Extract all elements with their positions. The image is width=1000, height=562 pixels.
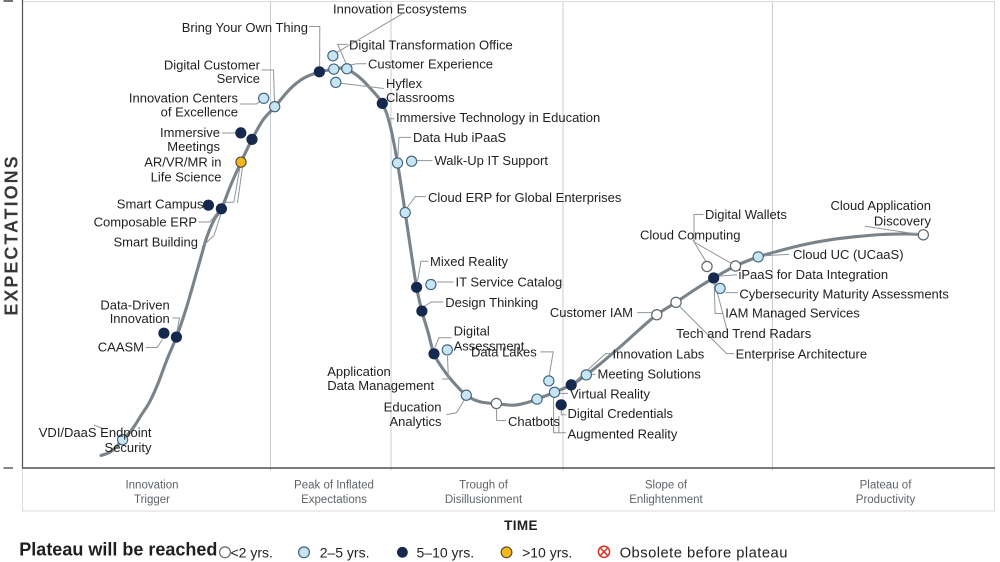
svg-text:Digital Credentials: Digital Credentials <box>568 406 674 421</box>
svg-text:AR/VR/MR in: AR/VR/MR in <box>144 155 221 170</box>
svg-text:>10 yrs.: >10 yrs. <box>522 545 572 561</box>
svg-text:Composable ERP: Composable ERP <box>94 215 197 230</box>
svg-text:Enterprise Architecture: Enterprise Architecture <box>736 347 868 362</box>
svg-text:Obsolete before plateau: Obsolete before plateau <box>620 546 788 562</box>
svg-text:Walk-Up IT Support: Walk-Up IT Support <box>435 153 549 168</box>
svg-text:Education: Education <box>384 400 442 415</box>
svg-text:Customer Experience: Customer Experience <box>368 57 493 72</box>
svg-text:of Excellence: of Excellence <box>161 104 238 119</box>
svg-text:Data-Driven: Data-Driven <box>100 298 169 313</box>
svg-text:Innovation Labs: Innovation Labs <box>613 347 705 362</box>
svg-text:Trigger: Trigger <box>134 494 170 506</box>
svg-text:Innovation: Innovation <box>110 311 170 326</box>
svg-text:Chatbots: Chatbots <box>508 414 561 429</box>
svg-text:IT Service Catalog: IT Service Catalog <box>456 275 563 290</box>
svg-text:Meeting Solutions: Meeting Solutions <box>598 367 702 382</box>
svg-text:Digital: Digital <box>454 324 490 339</box>
svg-text:5–10 yrs.: 5–10 yrs. <box>417 545 475 561</box>
svg-text:Smart Building: Smart Building <box>113 235 198 250</box>
svg-text:Data Lakes: Data Lakes <box>471 345 537 360</box>
svg-text:Design Thinking: Design Thinking <box>445 295 538 310</box>
svg-text:Cloud Application: Cloud Application <box>831 198 931 213</box>
svg-text:iPaaS for Data Integration: iPaaS for Data Integration <box>739 267 889 282</box>
svg-text:Cloud ERP for Global Enterpris: Cloud ERP for Global Enterprises <box>428 190 622 205</box>
svg-text:Service: Service <box>217 71 260 86</box>
svg-text:Expectations: Expectations <box>301 494 367 506</box>
svg-text:Bring Your Own Thing: Bring Your Own Thing <box>182 20 308 35</box>
svg-text:Plateau of: Plateau of <box>860 479 913 491</box>
svg-text:CAASM: CAASM <box>98 340 144 355</box>
svg-text:Data Hub iPaaS: Data Hub iPaaS <box>413 130 507 145</box>
svg-text:Augmented Reality: Augmented Reality <box>568 427 678 442</box>
svg-text:Innovation Ecosystems: Innovation Ecosystems <box>333 2 467 17</box>
svg-text:Security: Security <box>105 440 152 455</box>
svg-text:Plateau will be reached: Plateau will be reached <box>19 539 217 559</box>
svg-text:Enlightenment: Enlightenment <box>629 494 703 506</box>
svg-text:Immersive Technology in Educat: Immersive Technology in Education <box>396 110 600 125</box>
svg-text:Customer IAM: Customer IAM <box>550 305 633 320</box>
svg-text:Digital Customer: Digital Customer <box>164 58 261 73</box>
svg-text:Analytics: Analytics <box>389 414 442 429</box>
svg-text:Peak of Inflated: Peak of Inflated <box>294 479 374 491</box>
svg-text:Discovery: Discovery <box>874 214 932 229</box>
svg-text:Cloud UC (UCaaS): Cloud UC (UCaaS) <box>793 247 904 262</box>
svg-text:Assessment: Assessment <box>454 338 525 353</box>
svg-text:Immersive: Immersive <box>160 125 220 140</box>
svg-text:Data Management: Data Management <box>327 378 434 393</box>
svg-text:Disillusionment: Disillusionment <box>445 494 523 506</box>
svg-text:Cloud Computing: Cloud Computing <box>640 228 740 243</box>
svg-text:Slope of: Slope of <box>645 479 688 491</box>
svg-text:Innovation: Innovation <box>125 479 178 491</box>
svg-text:VDI/DaaS Endpoint: VDI/DaaS Endpoint <box>39 425 152 440</box>
svg-text:Productivity: Productivity <box>856 494 916 506</box>
svg-text:Meetings: Meetings <box>167 139 220 154</box>
svg-text:Life Science: Life Science <box>151 169 222 184</box>
svg-text:Mixed Reality: Mixed Reality <box>430 254 509 269</box>
svg-text:IAM Managed Services: IAM Managed Services <box>725 306 860 321</box>
svg-text:Innovation Centers: Innovation Centers <box>129 91 239 106</box>
svg-text:<2 yrs.: <2 yrs. <box>231 545 273 561</box>
svg-text:Cybersecurity Maturity Assessm: Cybersecurity Maturity Assessments <box>739 287 949 302</box>
svg-text:2–5 yrs.: 2–5 yrs. <box>320 545 370 561</box>
svg-text:Trough of: Trough of <box>459 479 509 491</box>
svg-text:Digital Wallets: Digital Wallets <box>705 207 787 222</box>
svg-text:TIME: TIME <box>504 518 538 533</box>
svg-text:Smart Campus: Smart Campus <box>117 197 204 212</box>
svg-text:Tech and Trend Radars: Tech and Trend Radars <box>676 326 812 341</box>
svg-text:Hyflex: Hyflex <box>386 76 423 91</box>
svg-text:Virtual Reality: Virtual Reality <box>570 387 650 402</box>
svg-text:Digital Transformation Office: Digital Transformation Office <box>349 38 513 53</box>
svg-text:Application: Application <box>327 364 391 379</box>
svg-text:Classrooms: Classrooms <box>386 90 455 105</box>
svg-text:EXPECTATIONS: EXPECTATIONS <box>2 154 22 315</box>
